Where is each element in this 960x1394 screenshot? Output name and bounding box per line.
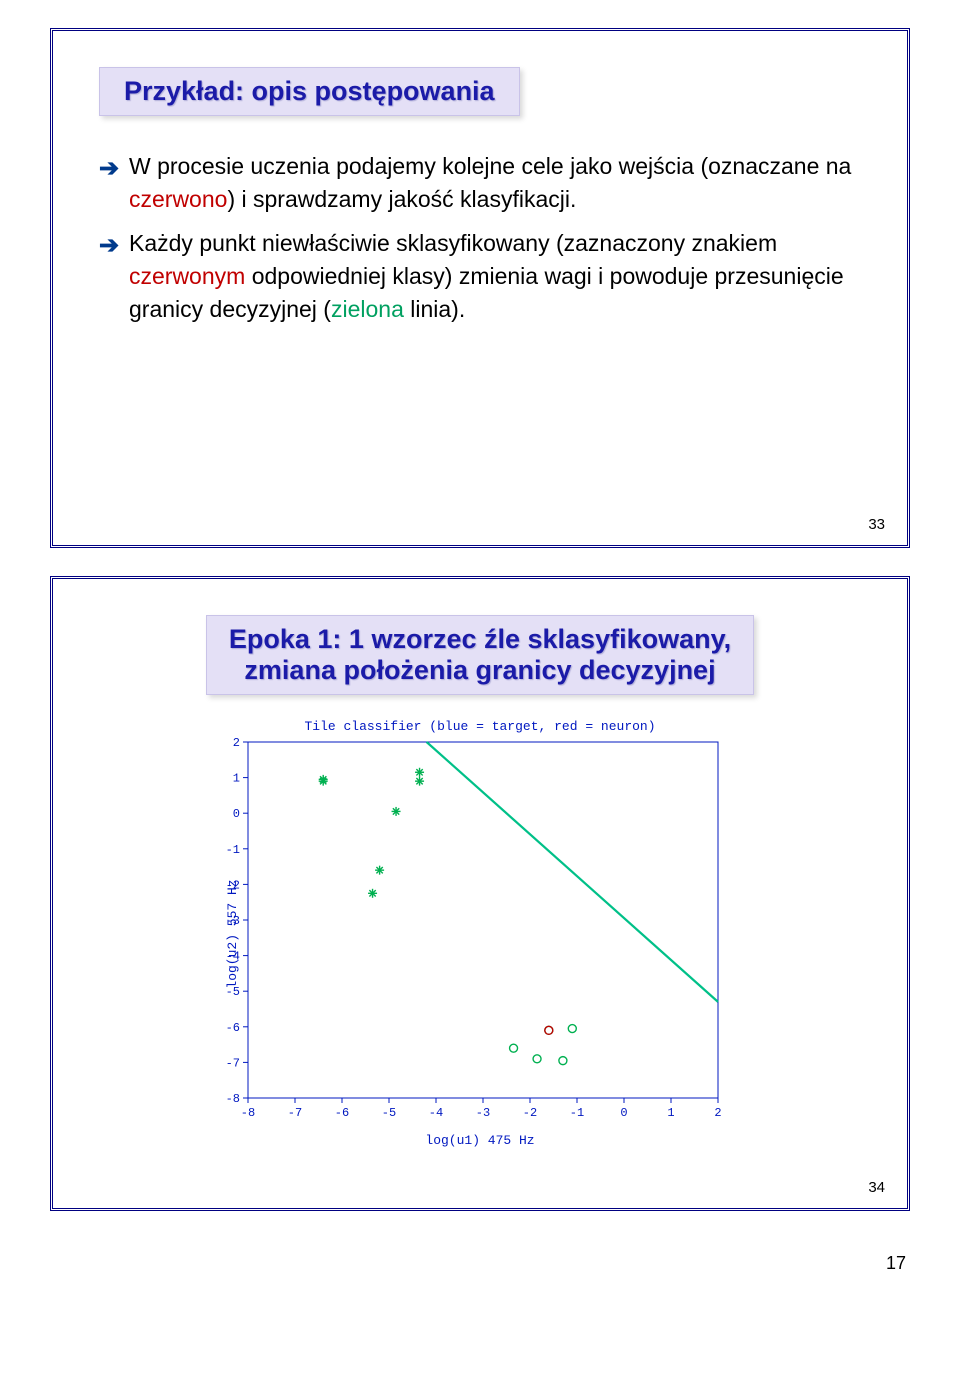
plot-area: log(u2) 557 Hz -8 -7 -6 -5 -4 -3 -2 -1 0 1 2 -8 -7 -6…	[200, 736, 760, 1131]
arrow-icon: ➔	[99, 152, 119, 186]
svg-text:2: 2	[233, 736, 240, 750]
bullet-item: ➔ W procesie uczenia podajemy kolejne cel…	[99, 150, 861, 215]
y-axis-label: log(u2) 557 Hz	[225, 879, 240, 988]
text-segment: Każdy punkt niewłaściwie sklasyfikowany …	[129, 230, 777, 256]
slide-title: Przykład: opis postępowania	[124, 76, 495, 106]
text-segment: czerwono	[129, 186, 227, 212]
svg-text:-7: -7	[226, 1056, 240, 1070]
title-box: Przykład: opis postępowania	[99, 67, 520, 116]
text-segment: zielona	[331, 296, 404, 322]
svg-text:-3: -3	[476, 1106, 490, 1120]
svg-text:-4: -4	[429, 1106, 443, 1120]
arrow-icon: ➔	[99, 229, 119, 263]
svg-text:0: 0	[233, 807, 240, 821]
svg-text:0: 0	[620, 1106, 627, 1120]
scatter-chart: -8-7-6-5-4-3-2-1012-8-7-6-5-4-3-2-1012	[200, 736, 730, 1126]
svg-text:1: 1	[667, 1106, 674, 1120]
svg-text:-2: -2	[523, 1106, 537, 1120]
text-segment: ) i sprawdzamy jakość klasyfikacji.	[227, 186, 576, 212]
slide-title-line1: Epoka 1: 1 wzorzec źle sklasyfikowany,	[229, 624, 731, 655]
page-number: 17	[0, 1239, 960, 1296]
svg-text:-7: -7	[288, 1106, 302, 1120]
svg-text:2: 2	[714, 1106, 721, 1120]
svg-text:-1: -1	[226, 843, 240, 857]
text-segment: linia).	[404, 296, 465, 322]
x-axis-label: log(u1) 475 Hz	[200, 1133, 760, 1148]
svg-text:-6: -6	[335, 1106, 349, 1120]
chart-container: Tile classifier (blue = target, red = ne…	[200, 719, 760, 1148]
title-box: Epoka 1: 1 wzorzec źle sklasyfikowany, z…	[206, 615, 754, 695]
bullet-item: ➔ Każdy punkt niewłaściwie sklasyfikowany…	[99, 227, 861, 325]
svg-text:-5: -5	[382, 1106, 396, 1120]
text-segment: czerwonym	[129, 263, 245, 289]
slide-number: 33	[868, 516, 885, 533]
svg-text:-8: -8	[226, 1092, 240, 1106]
text-segment: W procesie uczenia podajemy kolejne cele…	[129, 153, 851, 179]
slide-title-line2: zmiana położenia granicy decyzyjnej	[229, 655, 731, 686]
slide-2: Epoka 1: 1 wzorzec źle sklasyfikowany, z…	[50, 576, 910, 1211]
slide-1: Przykład: opis postępowania ➔ W procesie …	[50, 28, 910, 548]
svg-text:-6: -6	[226, 1021, 240, 1035]
svg-text:-8: -8	[241, 1106, 255, 1120]
bullet-list: ➔ W procesie uczenia podajemy kolejne cel…	[99, 150, 861, 325]
svg-text:-1: -1	[570, 1106, 584, 1120]
slide-number: 34	[868, 1179, 885, 1196]
svg-text:1: 1	[233, 772, 240, 786]
chart-title: Tile classifier (blue = target, red = ne…	[200, 719, 760, 734]
